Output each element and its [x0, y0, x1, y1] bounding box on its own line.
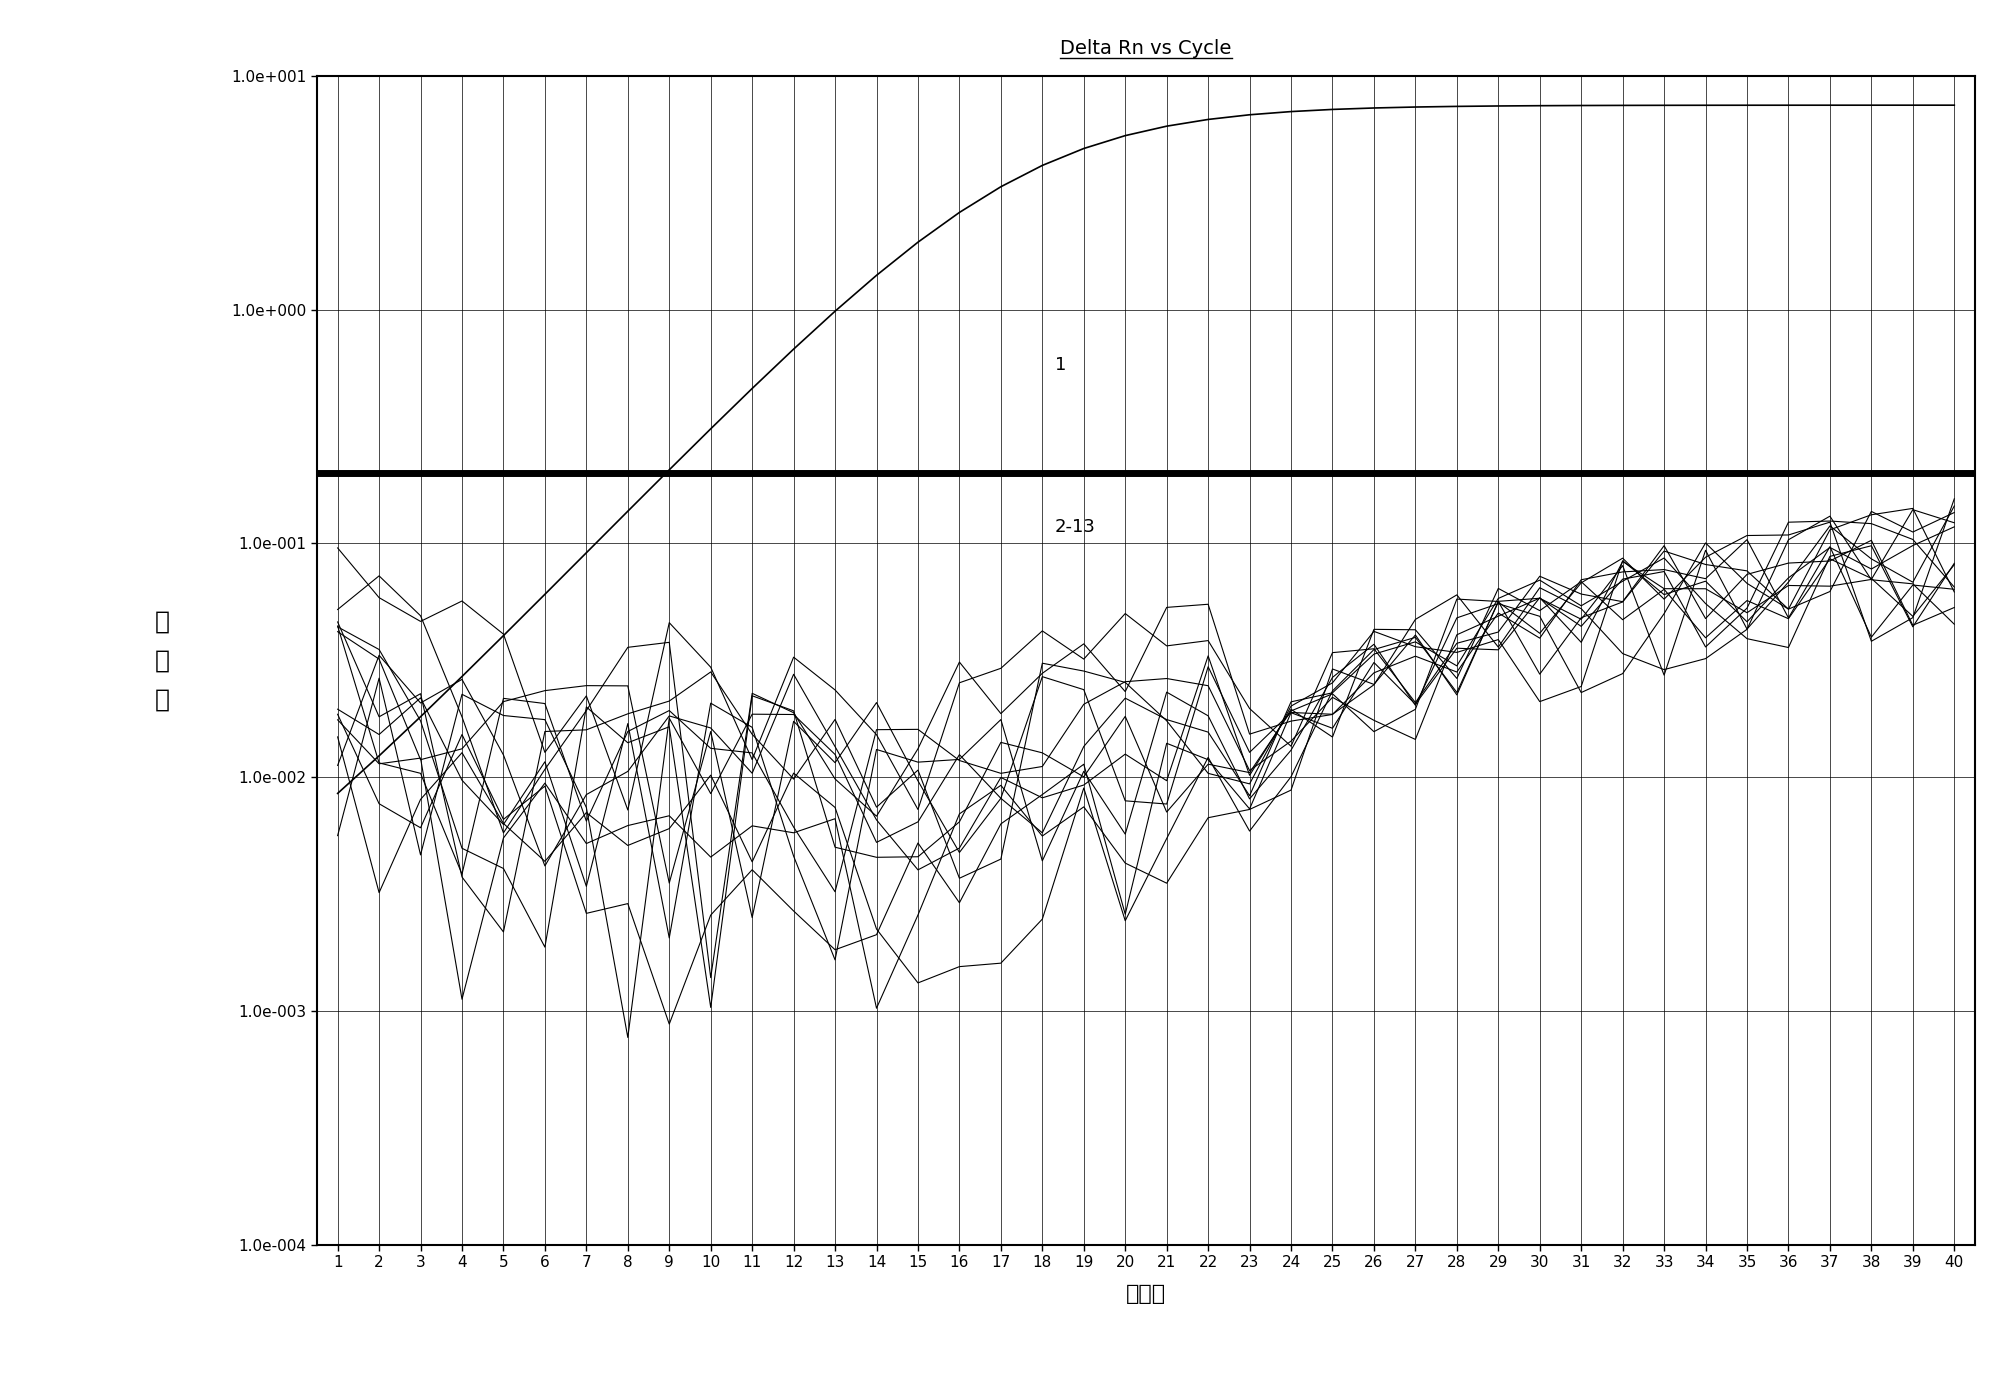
Y-axis label: 荧
光
值: 荧 光 值 — [155, 609, 169, 712]
Text: 2-13: 2-13 — [1054, 518, 1096, 536]
Text: Delta Rn vs Cycle: Delta Rn vs Cycle — [1060, 40, 1231, 59]
X-axis label: 循环数: 循环数 — [1126, 1285, 1166, 1304]
Text: 1: 1 — [1054, 356, 1066, 374]
